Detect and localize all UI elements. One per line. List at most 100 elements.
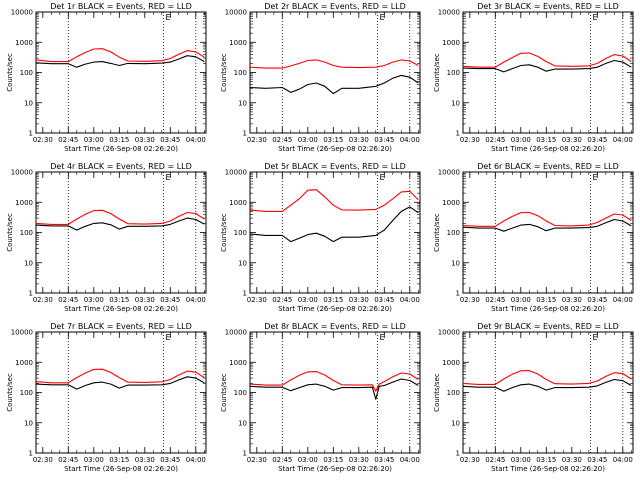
- x-tick-label: 02:45: [485, 456, 505, 464]
- lld-series-line: [249, 189, 419, 212]
- events-series-line: [249, 378, 419, 400]
- y-axis-label: Counts/sec: [433, 373, 441, 412]
- y-tick-label: 10000: [11, 169, 33, 177]
- y-tick-label: 10000: [438, 329, 460, 337]
- plot-frame: [462, 331, 634, 454]
- plot-frame: [249, 171, 421, 294]
- x-tick-label: 02:45: [58, 136, 78, 144]
- events-series-line: [462, 59, 632, 73]
- x-tick-label: 04:00: [400, 136, 420, 144]
- x-tick-label: 03:00: [298, 136, 318, 144]
- x-tick-label: 03:00: [511, 136, 531, 144]
- x-tick-label: 02:45: [272, 296, 292, 304]
- panel-title: Det 4r BLACK = Events, RED = LLD: [50, 162, 192, 171]
- x-axis-label: Start Time (26-Sep-08 02:26:20): [491, 145, 605, 153]
- y-axis-label: Counts/sec: [433, 53, 441, 92]
- lld-series-line: [249, 59, 419, 69]
- x-tick-label: 03:45: [587, 456, 607, 464]
- detector-panel: Det 6r BLACK = Events, RED = LLD 1 10 100 10…: [433, 162, 634, 313]
- detector-panel: Det 5r BLACK = Events, RED = LLD 1 10 100 10…: [220, 162, 421, 313]
- detector-panel: Det 2r BLACK = Events, RED = LLD 1 10 100 10…: [220, 2, 421, 153]
- panel-title: Det 3r BLACK = Events, RED = LLD: [477, 2, 619, 11]
- events-series-line: [462, 218, 632, 232]
- plot-frame: [462, 11, 634, 134]
- y-tick-label: 1000: [442, 359, 460, 367]
- x-tick-label: 03:00: [84, 296, 104, 304]
- y-tick-label: 100: [447, 389, 460, 397]
- x-tick-label: 04:00: [400, 456, 420, 464]
- x-tick-label: 04:00: [186, 136, 206, 144]
- y-axis-label: Counts/sec: [6, 373, 14, 412]
- x-axis-label: Start Time (26-Sep-08 02:26:20): [64, 305, 178, 313]
- y-tick-label: 10: [238, 99, 247, 107]
- x-tick-label: 03:45: [374, 296, 394, 304]
- detector-panel: Det 7r BLACK = Events, RED = LLD 1 10 100 10…: [6, 322, 207, 473]
- x-tick-label: 03:30: [135, 456, 155, 464]
- y-axis-label: Counts/sec: [220, 53, 228, 92]
- plot-frame: [35, 331, 207, 454]
- events-series-line: [462, 378, 632, 392]
- lld-series-line: [35, 209, 205, 225]
- x-tick-label: 04:00: [186, 456, 206, 464]
- y-tick-label: 10000: [11, 329, 33, 337]
- x-tick-label: 03:45: [160, 296, 180, 304]
- corner-mark: E: [166, 173, 171, 182]
- y-tick-label: 1: [29, 130, 33, 138]
- x-tick-label: 02:45: [58, 296, 78, 304]
- x-tick-label: 03:45: [374, 456, 394, 464]
- x-tick-label: 03:00: [84, 136, 104, 144]
- corner-mark: E: [166, 13, 171, 22]
- x-tick-label: 02:30: [33, 456, 53, 464]
- x-axis-label: Start Time (26-Sep-08 02:26:20): [491, 305, 605, 313]
- plot-frame: [35, 171, 207, 294]
- y-tick-label: 100: [234, 229, 247, 237]
- plot-frame: [35, 11, 207, 134]
- y-tick-label: 100: [20, 69, 33, 77]
- y-tick-label: 10: [238, 259, 247, 267]
- y-tick-label: 10000: [11, 9, 33, 17]
- panel-title: Det 1r BLACK = Events, RED = LLD: [50, 2, 192, 11]
- x-tick-label: 03:30: [349, 456, 369, 464]
- y-tick-label: 10: [238, 419, 247, 427]
- lld-series-line: [249, 371, 419, 392]
- y-tick-label: 10: [451, 259, 460, 267]
- events-series-line: [35, 376, 205, 390]
- events-series-line: [249, 74, 419, 95]
- panel-title: Det 8r BLACK = Events, RED = LLD: [264, 322, 406, 331]
- y-tick-label: 1000: [229, 359, 247, 367]
- x-tick-label: 03:00: [511, 296, 531, 304]
- y-tick-label: 100: [447, 229, 460, 237]
- x-tick-label: 03:15: [109, 456, 129, 464]
- y-tick-label: 10000: [225, 9, 247, 17]
- x-tick-label: 03:15: [536, 456, 556, 464]
- detector-panel: Det 3r BLACK = Events, RED = LLD 1 10 100 10…: [433, 2, 634, 153]
- panel-title: Det 9r BLACK = Events, RED = LLD: [477, 322, 619, 331]
- y-tick-label: 100: [20, 229, 33, 237]
- x-axis-label: Start Time (26-Sep-08 02:26:20): [64, 465, 178, 473]
- y-tick-label: 1000: [229, 39, 247, 47]
- x-tick-label: 02:30: [33, 136, 53, 144]
- x-tick-label: 02:30: [460, 456, 480, 464]
- x-tick-label: 03:30: [135, 296, 155, 304]
- x-tick-label: 03:30: [349, 296, 369, 304]
- corner-mark: E: [166, 333, 171, 342]
- y-tick-label: 1: [456, 130, 460, 138]
- x-tick-label: 03:45: [374, 136, 394, 144]
- x-tick-label: 03:00: [298, 456, 318, 464]
- x-tick-label: 03:15: [536, 136, 556, 144]
- x-tick-label: 04:00: [400, 296, 420, 304]
- x-tick-label: 03:30: [349, 136, 369, 144]
- y-tick-label: 10: [451, 99, 460, 107]
- lld-series-line: [462, 52, 632, 68]
- x-tick-label: 02:30: [460, 296, 480, 304]
- detector-panel: Det 4r BLACK = Events, RED = LLD 1 10 100 10…: [6, 162, 207, 313]
- y-tick-label: 1: [29, 290, 33, 298]
- corner-mark: E: [380, 333, 385, 342]
- x-tick-label: 04:00: [613, 296, 633, 304]
- x-tick-label: 03:15: [109, 136, 129, 144]
- y-axis-label: Counts/sec: [6, 213, 14, 252]
- x-tick-label: 03:30: [562, 456, 582, 464]
- y-axis-label: Counts/sec: [6, 53, 14, 92]
- y-tick-label: 10: [24, 259, 33, 267]
- corner-mark: E: [593, 173, 598, 182]
